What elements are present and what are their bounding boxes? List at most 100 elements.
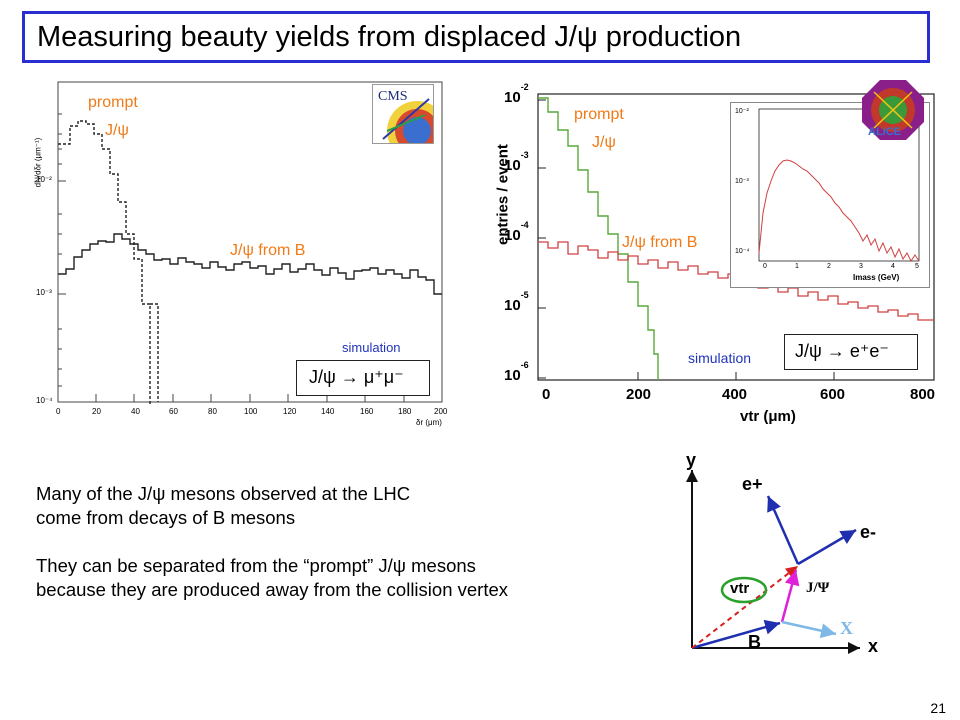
alice-ytick-base: 10: [504, 89, 521, 106]
cms-xtick: 160: [360, 407, 374, 416]
alice-fromB-label: J/ψ from B: [622, 234, 698, 251]
alice-decay-box: J/ψ → e⁺e⁻: [784, 334, 918, 370]
alice-prompt-label-jpsi: J/ψ: [592, 134, 616, 151]
alice-inset-xtick: 5: [915, 263, 919, 270]
alice-xlabel: vtr (μm): [740, 408, 796, 425]
alice-inset-xtick: 0: [763, 263, 767, 270]
alice-ytick-5: 10-6: [504, 360, 529, 384]
alice-inset-xtick: 1: [795, 263, 799, 270]
diagram-x-label: x: [868, 636, 879, 656]
alice-ytick-base: 10: [504, 157, 521, 174]
alice-inset-ytick: 10⁻²: [735, 108, 749, 115]
alice-inset-ytick: 10⁻⁴: [735, 248, 750, 255]
decay-diagram-svg: [686, 470, 860, 654]
alice-logo-icon: [862, 80, 924, 140]
alice-inset-xtick: 2: [827, 263, 831, 270]
diagram-vtr-label: vtr: [730, 580, 750, 597]
text-spacer: [36, 530, 656, 554]
diagram-vtr-ellipse: [720, 576, 768, 604]
title-box: Measuring beauty yields from displaced J…: [22, 11, 930, 63]
alice-inset-xlabel: Imass (GeV): [853, 273, 900, 282]
alice-logo: ALICE: [860, 78, 926, 142]
cms-prompt-histogram: [58, 120, 151, 404]
cms-yticks: [58, 113, 66, 403]
alice-xtick: 400: [722, 386, 748, 403]
text-line: come from decays of B mesons: [36, 507, 296, 528]
cms-ylabel: dN/dδr (μm⁻¹): [33, 137, 43, 188]
cms-xlabel: δr (μm): [416, 418, 442, 427]
cms-xtick: 40: [131, 407, 140, 416]
cms-xtick: 80: [208, 407, 217, 416]
cms-xtick: 20: [92, 407, 101, 416]
alice-ytick-base: 10: [504, 227, 521, 244]
cms-ytick-1: 10⁻²: [36, 175, 52, 184]
alice-xtick: 200: [626, 386, 652, 403]
cms-plot-svg: [57, 81, 443, 404]
diagram-eplus-label: e+: [742, 474, 763, 495]
alice-xtick: 0: [542, 386, 551, 403]
diagram-x-particle-label: X: [840, 618, 853, 638]
explanation-text: Many of the J/ψ mesons observed at the L…: [36, 482, 656, 602]
cms-fromB-histogram: [58, 233, 442, 295]
diagram-y-label: y: [686, 450, 697, 470]
alice-xtick: 600: [820, 386, 846, 403]
cms-prompt-label: prompt: [88, 94, 138, 111]
alice-ytick-1: 10-2: [504, 82, 529, 106]
diagram-jpsi-label: J/Ψ: [806, 580, 830, 596]
cms-fromB-label: J/ψ from B: [230, 242, 306, 259]
cms-decay-label: J/ψ → μ⁺μ⁻: [309, 367, 404, 387]
diagram-eplus-arrow: [766, 495, 800, 565]
slide-number: 21: [930, 700, 946, 716]
cms-simulation-label: simulation: [342, 340, 401, 355]
cms-xtick: 100: [244, 407, 258, 416]
alice-ticks: [538, 99, 835, 380]
cms-xtick: 140: [321, 407, 335, 416]
alice-decay-label: J/ψ → e⁺e⁻: [795, 341, 889, 361]
alice-inset-histogram: [758, 159, 920, 262]
diagram-b-label: B: [748, 632, 761, 652]
alice-inset-xtick: 4: [891, 263, 895, 270]
alice-ytick-2: 10-3: [504, 150, 529, 174]
diagram-eminus-label: e-: [860, 522, 876, 543]
alice-ytick-exp: -6: [520, 360, 529, 370]
alice-ytick-base: 10: [504, 297, 521, 314]
alice-prompt-label: prompt: [574, 106, 624, 123]
diagram-eminus-text: e-: [860, 522, 877, 542]
alice-ytick-exp: -5: [520, 290, 529, 300]
alice-plot: entries / event vtr (μm) 10-2 10-3 10-4 …: [478, 74, 940, 434]
alice-ytick-3: 10-4: [504, 220, 529, 244]
cms-xtick: 200: [434, 407, 448, 416]
decay-diagram: y x e+ e- J/Ψ vtr B X: [660, 448, 910, 670]
cms-prompt-label-jpsi: J/ψ: [105, 122, 129, 139]
cms-plot: dN/dδr (μm⁻¹) δr (μm) 10⁻² 10⁻³ 10⁻⁴ 0 2…: [30, 74, 452, 432]
alice-prompt-histogram: [538, 97, 659, 380]
text-line: Many of the J/ψ mesons observed at the L…: [36, 483, 411, 504]
alice-logo-text: ALICE: [868, 126, 901, 138]
cms-xtick: 0: [56, 407, 61, 416]
alice-inset-svg: [758, 108, 920, 262]
alice-ytick-exp: -3: [520, 150, 529, 160]
cms-logo: CMS: [372, 84, 434, 144]
alice-xtick: 800: [910, 386, 936, 403]
cms-ytick-3: 10⁻⁴: [36, 396, 53, 405]
text-line: because they are produced away from the …: [36, 579, 509, 600]
alice-ytick-4: 10-5: [504, 290, 529, 314]
cms-xtick: 180: [398, 407, 412, 416]
slide-title: Measuring beauty yields from displaced J…: [37, 21, 742, 53]
diagram-x-arrow: [781, 620, 837, 639]
diagram-vtr-arrow: [691, 565, 799, 649]
alice-ytick-base: 10: [504, 367, 521, 384]
cms-prompt-histogram-2: [150, 303, 159, 402]
alice-inset-xtick: 3: [859, 263, 863, 270]
diagram-b-arrow: [691, 619, 781, 650]
alice-ytick-exp: -4: [520, 220, 529, 230]
alice-ytick-exp: -2: [520, 82, 529, 92]
alice-inset-ytick: 10⁻³: [735, 178, 749, 185]
text-line: They can be separated from the “prompt” …: [36, 555, 476, 576]
cms-xtick: 60: [169, 407, 178, 416]
cms-logo-icon: [382, 98, 433, 143]
diagram-jpsi-arrow: [780, 569, 800, 623]
diagram-eminus-arrow: [797, 528, 857, 566]
cms-logo-text: CMS: [378, 89, 408, 104]
cms-xtick: 120: [283, 407, 297, 416]
